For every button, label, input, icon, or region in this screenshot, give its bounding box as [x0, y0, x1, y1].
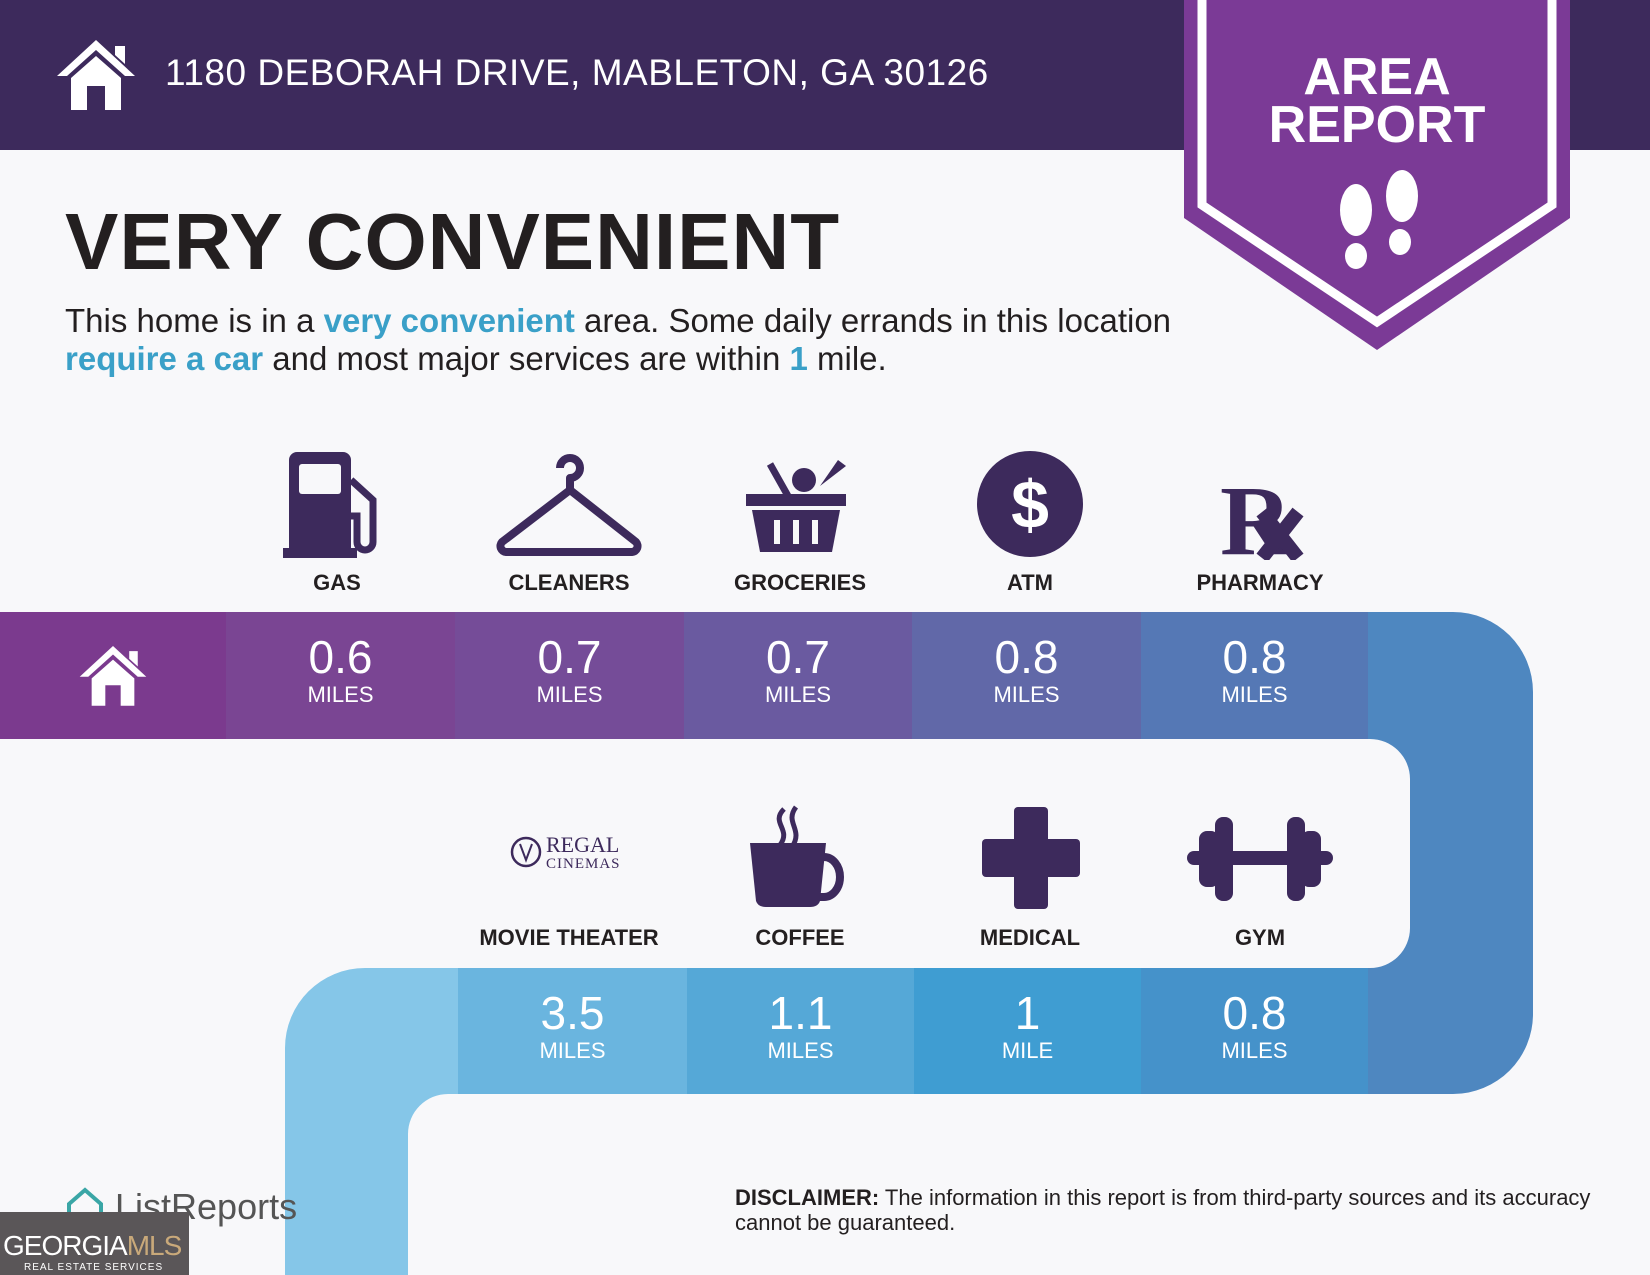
distance-value: 0.8: [1222, 631, 1287, 683]
distance-unit: MILES: [307, 682, 374, 707]
distance-row-1: 0.6 MILES 0.7 MILES 0.7 MILES 0.8 MILES 0.8 M…: [0, 612, 1368, 739]
home-icon: [79, 645, 147, 706]
distance-unit: MILES: [536, 682, 603, 707]
property-address: 1180 DEBORAH DRIVE, MABLETON, GA 30126: [165, 52, 989, 93]
badge-line-1: AREA: [1303, 48, 1451, 106]
coffee-cup-icon: [750, 805, 844, 907]
distance-pharmacy: 0.8 MILES: [1141, 612, 1368, 739]
label-atm: ATM: [1006, 570, 1054, 595]
home-icon: [57, 40, 135, 110]
georgia-mls-watermark: GEORGIAMLS REAL ESTATE SERVICES: [0, 1212, 189, 1275]
mls-text: GEORGIA: [3, 1230, 128, 1261]
distance-value: 1.1: [768, 987, 833, 1039]
desc-highlight: require a car: [65, 340, 264, 377]
label-medical: MEDICAL: [979, 925, 1081, 950]
distance-unit: MILES: [539, 1038, 606, 1063]
label-pharmacy: PHARMACY: [1196, 570, 1324, 595]
desc-text: and most major services are within: [263, 340, 790, 377]
home-cell: [0, 612, 226, 739]
label-gas: GAS: [313, 570, 361, 595]
area-report-badge: [1184, 0, 1570, 350]
desc-text: This home is in a: [65, 302, 324, 339]
rx-icon: R: [1220, 465, 1304, 560]
distance-atm: 0.8 MILES: [912, 612, 1141, 739]
distance-row-2: 3.5 MILES 1.1 MILES 1 MILE 0.8 MILES: [0, 968, 1368, 1094]
logo-text: CINEMAS: [546, 856, 621, 872]
distance-groceries: 0.7 MILES: [684, 612, 912, 739]
mls-subtext: REAL ESTATE SERVICES: [24, 1262, 164, 1273]
label-coffee: COFFEE: [755, 925, 845, 950]
summary-text: This home is in a very convenient area. …: [65, 302, 1215, 378]
distance-unit: MILES: [767, 1038, 834, 1063]
dollar-icon: $: [977, 451, 1083, 557]
distance-value: 0.7: [766, 631, 830, 683]
distance-medical: 1 MILE: [914, 968, 1141, 1094]
distance-gym: 0.8 MILES: [1141, 968, 1368, 1094]
distance-value: 0.8: [1222, 987, 1287, 1039]
footprints-icon: [1340, 170, 1418, 269]
distance-value: 0.6: [308, 631, 373, 683]
gas-pump-icon: [283, 452, 377, 558]
label-cleaners: CLEANERS: [508, 570, 630, 595]
distance-unit: MILES: [993, 682, 1060, 707]
hanger-icon: [496, 454, 642, 556]
badge-line-2: REPORT: [1268, 96, 1486, 154]
desc-highlight: very convenient: [323, 302, 575, 339]
basket-icon: [746, 460, 846, 552]
distance-coffee: 1.1 MILES: [687, 968, 914, 1094]
svg-text:$: $: [1011, 467, 1049, 543]
desc-highlight: 1: [789, 340, 808, 377]
distance-unit: MILES: [1221, 1038, 1288, 1063]
distance-value: 3.5: [540, 987, 605, 1039]
distance-value: 1: [1014, 987, 1041, 1039]
disclaimer: DISCLAIMER: The information in this repo…: [735, 1185, 1595, 1235]
regal-cinemas-logo: REGAL CINEMAS: [510, 832, 621, 872]
distance-value: 0.7: [537, 631, 602, 683]
medical-cross-icon: [982, 807, 1080, 909]
disclaimer-text: The information in this report is from t…: [735, 1185, 1591, 1235]
distance-unit: MILES: [1221, 682, 1288, 707]
desc-text: mile.: [807, 340, 887, 377]
dumbbell-icon: [1187, 817, 1333, 901]
distance-cleaners: 0.7 MILES: [455, 612, 684, 739]
label-movie-theater: MOVIE THEATER: [479, 925, 659, 950]
distance-unit: MILE: [1001, 1038, 1054, 1063]
disclaimer-label: DISCLAIMER:: [735, 1185, 880, 1210]
logo-text: REGAL: [546, 832, 619, 857]
desc-text: area. Some daily errands in this locatio…: [574, 302, 1172, 339]
distance-value: 0.8: [994, 631, 1059, 683]
distance-unit: MILES: [764, 682, 832, 707]
distance-gas: 0.6 MILES: [226, 612, 455, 739]
label-groceries: GROCERIES: [733, 570, 867, 595]
distance-movie-theater: 3.5 MILES: [458, 968, 687, 1094]
mls-text: MLS: [126, 1230, 183, 1261]
page-title: VERY CONVENIENT: [65, 197, 841, 286]
label-gym: GYM: [1234, 925, 1286, 950]
